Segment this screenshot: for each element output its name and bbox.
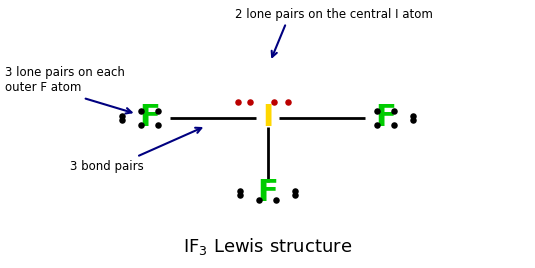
Point bbox=[284, 100, 292, 105]
Point bbox=[235, 189, 244, 193]
Point bbox=[291, 189, 300, 193]
Point bbox=[255, 198, 263, 202]
Point bbox=[137, 123, 146, 127]
Point bbox=[118, 118, 126, 122]
Point bbox=[291, 193, 300, 197]
Point bbox=[137, 109, 146, 113]
Point bbox=[272, 198, 280, 202]
Text: F: F bbox=[140, 103, 160, 132]
Text: I: I bbox=[262, 103, 273, 132]
Point bbox=[154, 109, 163, 113]
Point bbox=[372, 109, 381, 113]
Point bbox=[118, 114, 126, 118]
Point bbox=[154, 123, 163, 127]
Text: 3 lone pairs on each
outer F atom: 3 lone pairs on each outer F atom bbox=[5, 66, 125, 94]
Point bbox=[409, 114, 417, 118]
Text: F: F bbox=[257, 178, 278, 207]
Point bbox=[372, 123, 381, 127]
Text: 3 bond pairs: 3 bond pairs bbox=[70, 160, 143, 173]
Point bbox=[270, 100, 278, 105]
Point bbox=[235, 193, 244, 197]
Point bbox=[246, 100, 255, 105]
Text: 2 lone pairs on the central I atom: 2 lone pairs on the central I atom bbox=[235, 8, 433, 21]
Text: F: F bbox=[375, 103, 395, 132]
Point bbox=[389, 123, 398, 127]
Point bbox=[389, 109, 398, 113]
Text: IF$_3$ Lewis structure: IF$_3$ Lewis structure bbox=[183, 236, 352, 257]
Point bbox=[234, 100, 242, 105]
Point bbox=[409, 118, 417, 122]
